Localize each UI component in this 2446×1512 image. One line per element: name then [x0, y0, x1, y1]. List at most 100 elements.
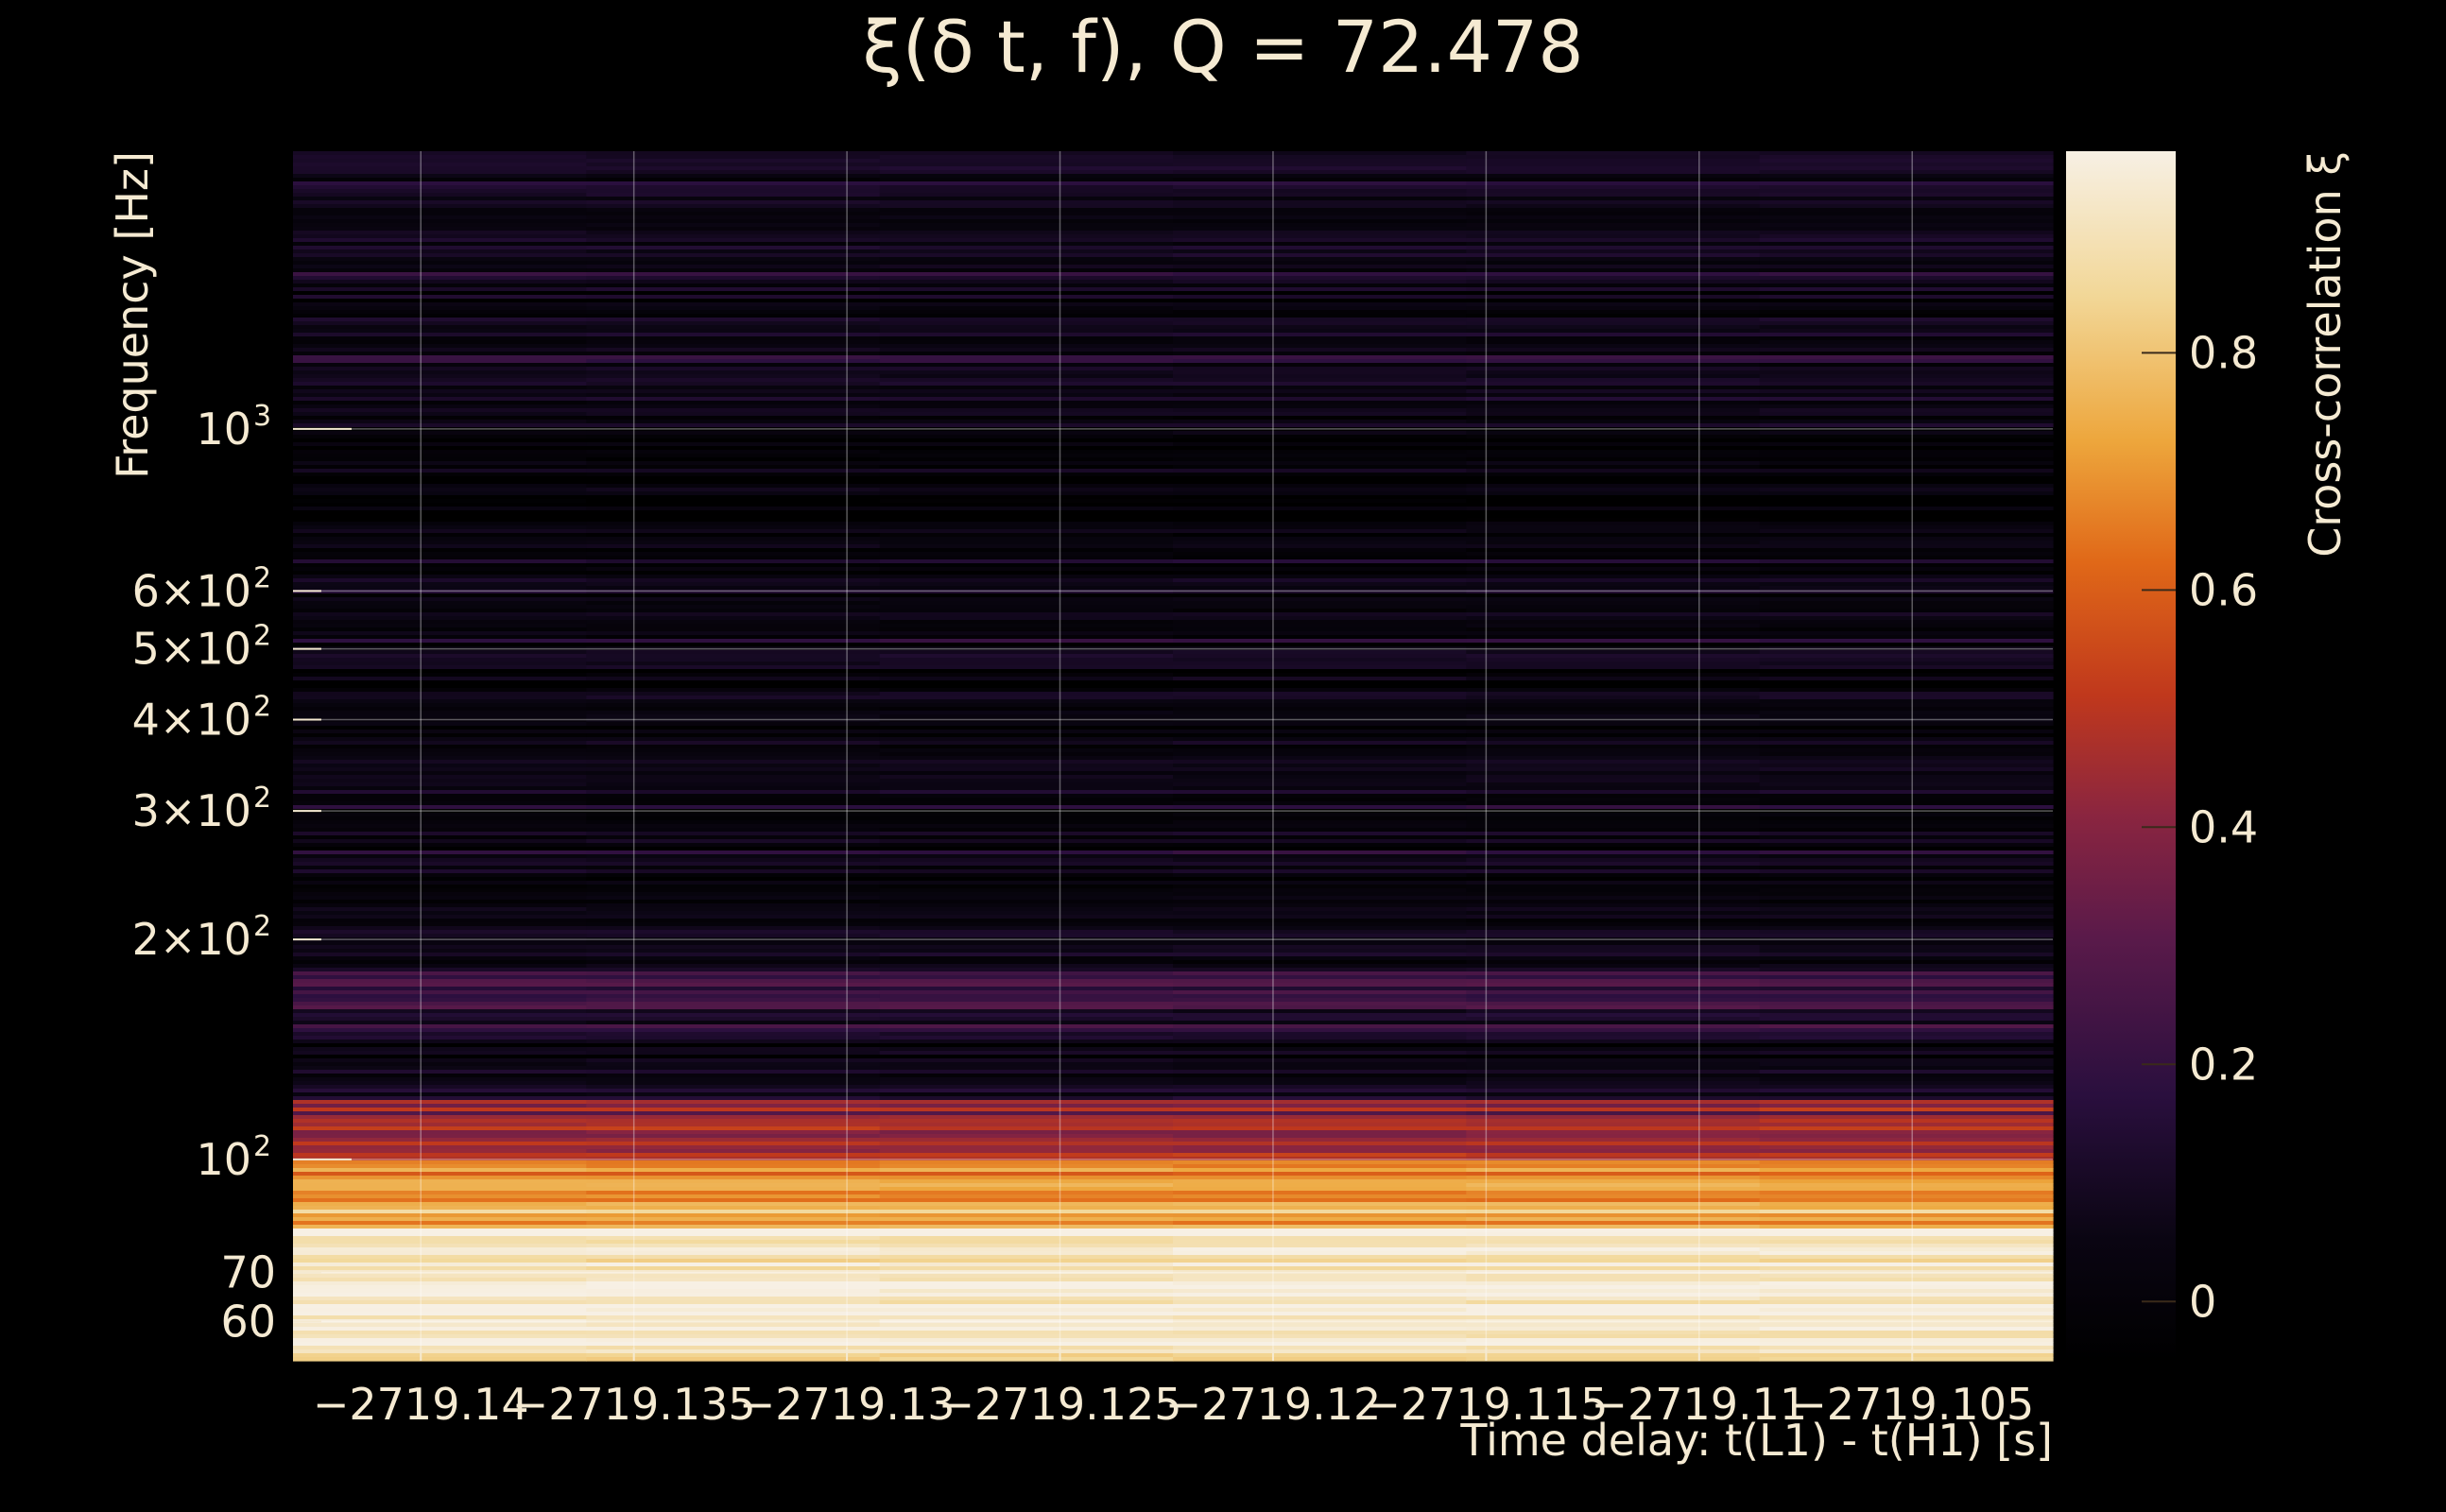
heatmap-cell [1466, 563, 1761, 568]
heatmap-cell [879, 1232, 1174, 1237]
heatmap-cell [879, 397, 1174, 402]
heatmap-cell [879, 677, 1174, 681]
heatmap-cell [1759, 155, 2054, 160]
heatmap-cell [879, 480, 1174, 485]
heatmap-cell [879, 446, 1174, 451]
heatmap-cell [1759, 1194, 2054, 1199]
heatmap-cell [879, 321, 1174, 326]
heatmap-cell [1759, 242, 2054, 247]
heatmap-cell [293, 325, 587, 330]
heatmap-cell [879, 1281, 1174, 1286]
heatmap-cell [1759, 408, 2054, 413]
heatmap-cell [586, 665, 881, 670]
heatmap-cell [1759, 200, 2054, 205]
heatmap-cell [1466, 601, 1761, 606]
heatmap-cell [1173, 843, 1467, 848]
heatmap-cell [1759, 1331, 2054, 1335]
heatmap-cell [1173, 450, 1467, 455]
heatmap-cell [586, 1074, 881, 1078]
heatmap-cell [1173, 457, 1467, 462]
heatmap-cell [1466, 480, 1761, 485]
heatmap-cell [1759, 1145, 2054, 1150]
heatmap-cell [586, 1145, 881, 1150]
heatmap-cell [293, 287, 587, 292]
heatmap-cell [1173, 181, 1467, 186]
heatmap-cell [1466, 605, 1761, 610]
heatmap-cell [1759, 873, 2054, 878]
heatmap-cell [1759, 533, 2054, 538]
heatmap-cell [293, 159, 587, 163]
heatmap-cell [1466, 919, 1761, 923]
heatmap-cell [586, 1225, 881, 1229]
heatmap-cell [293, 329, 587, 334]
heatmap-cell [1466, 771, 1761, 776]
heatmap-cell [879, 318, 1174, 322]
heatmap-cell [879, 707, 1174, 712]
heatmap-cell [1466, 1172, 1761, 1177]
heatmap-cell [1466, 231, 1761, 235]
heatmap-cell [1466, 1251, 1761, 1256]
heatmap-cell [1173, 688, 1467, 693]
heatmap-cell [1466, 272, 1761, 277]
heatmap-cell [879, 688, 1174, 693]
heatmap-cell [1173, 1013, 1467, 1018]
heatmap-cell [293, 616, 587, 621]
heatmap-cell [1466, 858, 1761, 863]
heatmap-cell [293, 246, 587, 250]
heatmap-cell [1173, 669, 1467, 674]
heatmap-cell [879, 1300, 1174, 1305]
heatmap-cell [1466, 552, 1761, 557]
heatmap-cell [1173, 1357, 1467, 1362]
heatmap-cell [879, 983, 1174, 988]
heatmap-cell [879, 408, 1174, 413]
heatmap-cell [879, 1055, 1174, 1059]
heatmap-cell [1466, 469, 1761, 473]
heatmap-cell [586, 593, 881, 598]
heatmap-cell [1759, 1323, 2054, 1328]
heatmap-cell [1466, 631, 1761, 636]
heatmap-cell [879, 476, 1174, 481]
heatmap-cell [1759, 1285, 2054, 1290]
heatmap-cell [879, 1089, 1174, 1093]
heatmap-cell [1173, 707, 1467, 712]
heatmap-cell [1466, 1036, 1761, 1040]
heatmap-cell [879, 1017, 1174, 1022]
heatmap-cell [293, 922, 587, 927]
heatmap-cell [293, 790, 587, 795]
heatmap-cell [586, 163, 881, 167]
heatmap-cell [586, 601, 881, 606]
heatmap-cell [293, 499, 587, 504]
heatmap-cell [879, 469, 1174, 473]
heatmap-cell [1466, 393, 1761, 398]
heatmap-cell [293, 431, 587, 436]
heatmap-cell [1173, 714, 1467, 719]
heatmap-cell [1759, 786, 2054, 791]
heatmap-cell [1173, 367, 1467, 371]
heatmap-cell [1173, 794, 1467, 799]
heatmap-cell [1466, 582, 1761, 587]
heatmap-cell [1759, 627, 2054, 632]
heatmap-cell [293, 926, 587, 931]
heatmap-cell [1466, 1096, 1761, 1101]
heatmap-cell [586, 741, 881, 746]
heatmap-cell [1759, 597, 2054, 602]
heatmap-cell [586, 745, 881, 749]
heatmap-cell [1759, 1074, 2054, 1078]
heatmap-cell [586, 336, 881, 341]
heatmap-cell [293, 416, 587, 421]
heatmap-cell [1759, 726, 2054, 730]
heatmap-cell [1466, 1145, 1761, 1150]
heatmap-cell [879, 552, 1174, 557]
heatmap-cell [293, 1331, 587, 1335]
heatmap-cell [293, 869, 587, 874]
heatmap-cell [293, 1187, 587, 1192]
heatmap-cell [1466, 956, 1761, 961]
heatmap-cell [586, 1210, 881, 1214]
heatmap-cell [1466, 1240, 1761, 1245]
heatmap-cell [586, 609, 881, 613]
heatmap-cell [1466, 1266, 1761, 1271]
heatmap-cell [879, 299, 1174, 303]
heatmap-cell [1759, 1334, 2054, 1339]
heatmap-cell [586, 193, 881, 198]
heatmap-cell [879, 412, 1174, 417]
